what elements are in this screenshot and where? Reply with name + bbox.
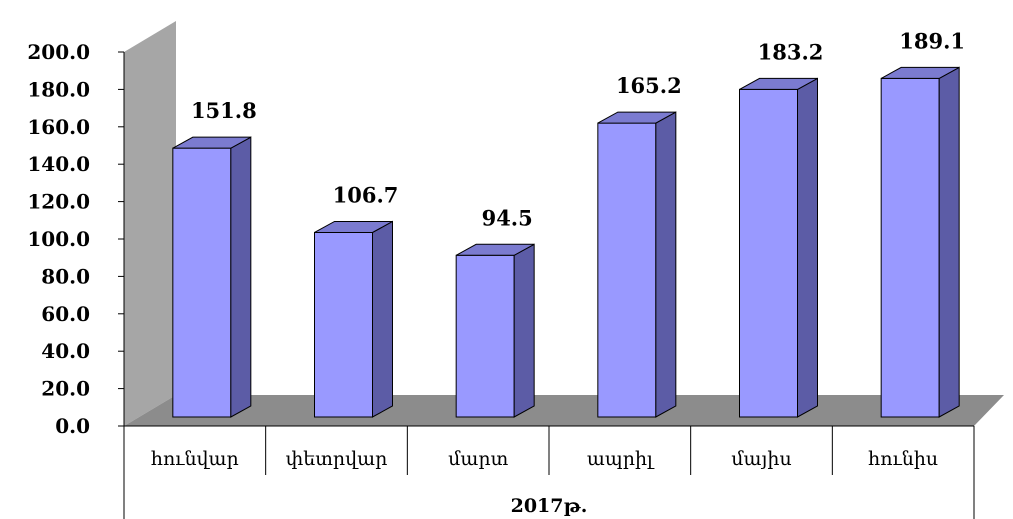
chart-back-wall	[124, 21, 176, 426]
y-tick-label: 100.0	[27, 227, 90, 251]
bar-value-label: 106.7	[333, 182, 399, 207]
category-label: հունիս	[868, 448, 938, 470]
bar-front	[314, 231, 373, 418]
bar-top	[314, 220, 393, 233]
bar-side	[655, 111, 677, 418]
y-tick-label: 160.0	[27, 115, 90, 139]
bar-value-label: 183.2	[758, 39, 824, 64]
y-tick-label: 0.0	[55, 414, 90, 438]
y-tick-label: 140.0	[27, 152, 90, 176]
y-tick-label: 40.0	[41, 339, 90, 363]
bar-top	[739, 77, 818, 90]
bar-side	[513, 243, 535, 418]
category-label: մայիս	[731, 448, 791, 470]
bar-front	[880, 77, 940, 418]
y-tick-label: 20.0	[41, 377, 90, 401]
bar-front	[739, 88, 798, 418]
bar-value-label: 94.5	[482, 205, 533, 230]
category-label: փետրվար	[286, 448, 388, 470]
category-axis: հունվար փետրվար մարտ ապրիլ մայիս հունիս	[123, 426, 975, 519]
bar-side	[230, 136, 252, 418]
bar-value-label: 165.2	[616, 73, 682, 98]
bar-front	[455, 254, 515, 418]
bar-side	[938, 66, 960, 418]
y-axis-ticks: 0.0 20.0 40.0 60.0 80.0 100.0 120.0 140.0 160.0 1…	[27, 40, 124, 438]
bar-value-label: 189.1	[899, 28, 965, 53]
y-tick-label: 200.0	[27, 40, 90, 64]
category-label: հունվար	[151, 448, 239, 470]
bar-value-label: 151.8	[191, 98, 257, 123]
bars: 151.8 106.7 94.5 165.2 183.2 189.1	[172, 28, 965, 418]
y-tick-label: 120.0	[27, 190, 90, 214]
category-label: ապրիլ	[587, 448, 655, 470]
chart-floor	[124, 395, 1004, 426]
category-label: մարտ	[448, 448, 508, 470]
bar-side	[372, 220, 393, 418]
bar-side	[797, 77, 818, 418]
y-tick-label: 60.0	[41, 302, 90, 326]
bar-top	[880, 66, 960, 79]
bar-top	[597, 111, 677, 124]
group-label: 2017թ.	[511, 495, 588, 517]
bar-front	[172, 147, 232, 418]
bar-top	[172, 136, 252, 149]
bar-top	[455, 243, 535, 256]
bar-front	[597, 122, 657, 418]
y-tick-label: 180.0	[27, 77, 90, 101]
y-tick-label: 80.0	[41, 264, 90, 288]
